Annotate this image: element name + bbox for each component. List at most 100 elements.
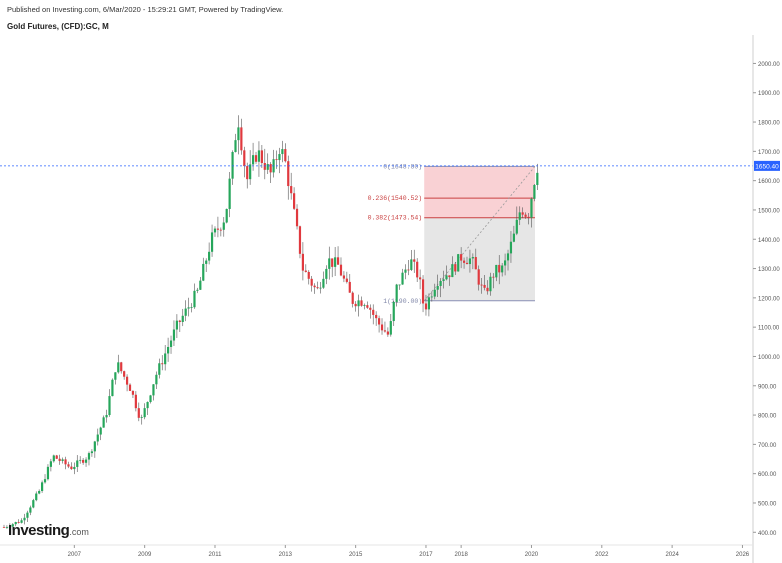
fib-level-label: 0(1648.80) (383, 163, 422, 170)
candle-body (486, 287, 489, 292)
candle-body (225, 208, 228, 223)
fibonacci-retracement[interactable]: 0(1648.80) 0.236(1540.52) 0.382(1473.54) 1(… (368, 163, 536, 305)
candle-body (498, 264, 501, 273)
candle-body (87, 453, 91, 460)
current-price-label: 1650.40 (755, 163, 779, 170)
y-tick-label: 800.00 (758, 414, 777, 420)
candle-body (495, 264, 498, 278)
candle-body (471, 257, 474, 259)
candle-body (52, 455, 55, 462)
investing-logo: Investing.com (8, 522, 89, 539)
candle-body (70, 466, 73, 470)
candle-body (149, 395, 152, 403)
candle-body (46, 466, 50, 480)
y-tick-label: 1300.00 (758, 267, 780, 273)
candle-body (5, 527, 9, 528)
candle-body (354, 303, 357, 307)
candle-body (389, 321, 392, 335)
candle-body (117, 362, 120, 373)
candle-body (243, 150, 246, 167)
y-tick-label: 1600.00 (758, 179, 780, 185)
candle-body (395, 284, 398, 302)
candle-body (140, 417, 143, 418)
candle-body (304, 270, 307, 272)
candle-body (322, 278, 325, 288)
candle-body (120, 362, 123, 372)
candle-body (64, 459, 67, 465)
candle-body (392, 301, 395, 322)
fib-level-label: 0.382(1473.54) (368, 215, 423, 222)
candle-body (533, 184, 536, 199)
candle-body (128, 384, 132, 391)
candle-body (38, 490, 41, 494)
candle-body (35, 493, 38, 501)
candle-body (366, 305, 369, 308)
candle-body (178, 320, 181, 322)
fib-level-label: 0.236(1540.52) (368, 195, 423, 202)
candle-body (351, 292, 354, 304)
candle-body (448, 275, 451, 278)
y-tick-label: 900.00 (758, 384, 777, 390)
candle-body (386, 331, 389, 335)
y-tick-label: 2000.00 (758, 62, 780, 68)
candle-body (181, 315, 184, 322)
candle-body (372, 309, 375, 315)
candle-body (249, 164, 252, 180)
axes: 400.00 500.00 600.00 700.00 800.00 900.00 1000… (0, 35, 780, 563)
candle-body (424, 303, 428, 310)
x-tick-label: 2024 (665, 552, 679, 558)
x-tick-label: 2026 (736, 552, 750, 558)
candle-body (161, 363, 164, 365)
candle-body (457, 254, 460, 272)
x-tick-label: 2018 (454, 552, 468, 558)
x-tick-label: 2011 (209, 552, 223, 558)
candle-body (184, 308, 187, 316)
candle-body (131, 390, 135, 395)
candle-body (11, 524, 14, 527)
candle-body (222, 222, 225, 230)
candle-body (501, 265, 504, 273)
candle-body (410, 259, 413, 270)
candle-body (263, 163, 266, 170)
y-tick-label: 1100.00 (758, 326, 780, 332)
candle-body (29, 507, 32, 513)
candle-body (155, 374, 158, 385)
candle-body (26, 512, 29, 518)
candle-body (287, 161, 290, 187)
candle-body (266, 164, 269, 170)
candle-body (196, 289, 199, 291)
candle-body (190, 307, 193, 309)
candle-body (301, 253, 304, 271)
candle-body (290, 186, 293, 194)
candle-body (32, 500, 35, 508)
candle-body (407, 269, 410, 271)
candle-body (158, 363, 161, 375)
candle-body (208, 251, 211, 261)
candle-body (360, 300, 363, 306)
candle-body (55, 455, 58, 459)
candle-body (58, 458, 61, 461)
candle-body (328, 258, 331, 269)
candle-body (293, 193, 296, 209)
candlestick-series (2, 115, 539, 530)
candle-body (298, 226, 302, 254)
candle-body (439, 280, 442, 286)
candle-body (269, 164, 272, 173)
x-tick-label: 2015 (349, 552, 363, 558)
candle-body (313, 285, 316, 288)
candle-body (430, 296, 433, 298)
candle-body (336, 257, 340, 265)
fib-level-label: 1(1190.00) (383, 298, 422, 305)
candle-body (254, 155, 258, 162)
candle-body (442, 279, 445, 281)
candle-body (536, 172, 539, 185)
candle-body (202, 263, 205, 281)
y-tick-label: 700.00 (758, 443, 777, 449)
candle-body (79, 459, 82, 461)
y-tick-label: 600.00 (758, 472, 777, 478)
candle-body (96, 434, 99, 442)
candle-body (234, 140, 237, 153)
candle-body (8, 526, 11, 528)
fib-trend-line (423, 166, 536, 302)
